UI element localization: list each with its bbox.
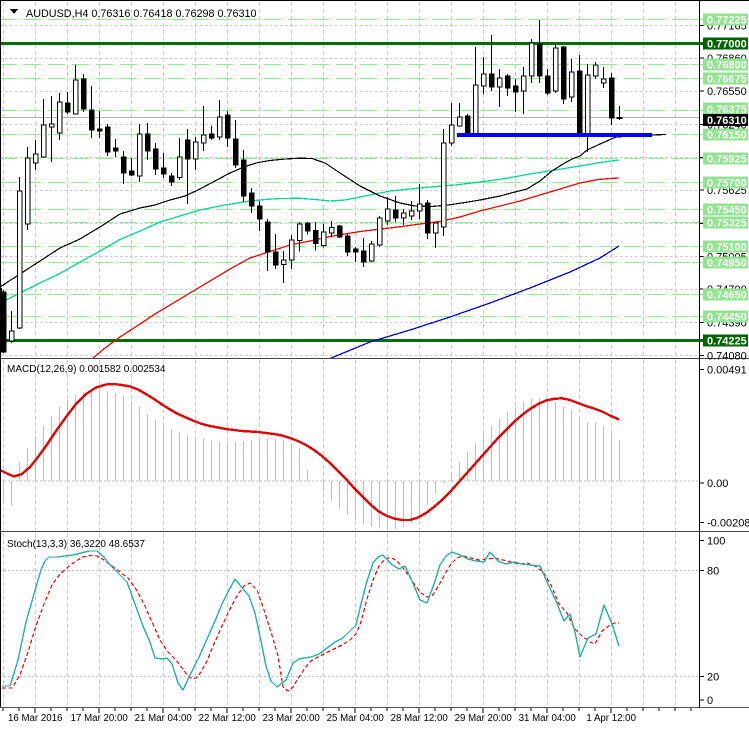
svg-text:0.74650: 0.74650 bbox=[707, 290, 747, 302]
svg-text:23 Mar 20:00: 23 Mar 20:00 bbox=[263, 713, 321, 724]
svg-text:0.75700: 0.75700 bbox=[707, 178, 747, 190]
svg-text:0.76800: 0.76800 bbox=[707, 60, 747, 72]
svg-text:0.76310: 0.76310 bbox=[707, 115, 747, 127]
svg-text:0.00: 0.00 bbox=[707, 478, 728, 490]
svg-text:21 Mar 04:00: 21 Mar 04:00 bbox=[135, 713, 193, 724]
svg-text:0.76375: 0.76375 bbox=[707, 104, 747, 116]
svg-text:29 Mar 20:00: 29 Mar 20:00 bbox=[455, 713, 513, 724]
svg-text:25 Mar 04:00: 25 Mar 04:00 bbox=[327, 713, 385, 724]
svg-text:AUDUSD,H4 0.76316 0.76418 0.7: AUDUSD,H4 0.76316 0.76418 0.76298 0.7631… bbox=[26, 8, 257, 20]
svg-text:0.75450: 0.75450 bbox=[707, 205, 747, 217]
svg-text:0.75325: 0.75325 bbox=[707, 218, 747, 230]
svg-text:0.74450: 0.74450 bbox=[707, 312, 747, 324]
svg-text:Stoch(13,3,3) 36,3220 48.6537: Stoch(13,3,3) 36,3220 48.6537 bbox=[7, 539, 145, 550]
svg-text:0.77225: 0.77225 bbox=[707, 15, 747, 27]
svg-text:0.76150: 0.76150 bbox=[707, 130, 747, 142]
svg-text:0.76675: 0.76675 bbox=[707, 74, 747, 86]
svg-text:0.74225: 0.74225 bbox=[707, 336, 747, 348]
svg-text:MACD(12,26,9) 0.001582 0.00253: MACD(12,26,9) 0.001582 0.002534 bbox=[7, 364, 166, 375]
svg-text:100: 100 bbox=[707, 536, 725, 548]
svg-text:1 Apr 12:00: 1 Apr 12:00 bbox=[586, 713, 636, 724]
svg-text:0: 0 bbox=[707, 695, 713, 707]
svg-text:17 Mar 20:00: 17 Mar 20:00 bbox=[71, 713, 129, 724]
svg-text:0.74080: 0.74080 bbox=[707, 351, 747, 363]
svg-text:0.77000: 0.77000 bbox=[707, 39, 747, 51]
svg-text:0.75925: 0.75925 bbox=[707, 154, 747, 166]
svg-text:28 Mar 12:00: 28 Mar 12:00 bbox=[391, 713, 449, 724]
svg-text:0.74950: 0.74950 bbox=[707, 258, 747, 270]
svg-text:-0.002083: -0.002083 bbox=[707, 517, 749, 529]
svg-text:20: 20 bbox=[707, 671, 719, 683]
svg-text:0.75100: 0.75100 bbox=[707, 242, 747, 254]
svg-text:22 Mar 12:00: 22 Mar 12:00 bbox=[199, 713, 257, 724]
svg-text:31 Mar 04:00: 31 Mar 04:00 bbox=[519, 713, 577, 724]
svg-text:0.76550: 0.76550 bbox=[707, 86, 747, 98]
svg-text:80: 80 bbox=[707, 566, 719, 578]
svg-text:16 Mar 2016: 16 Mar 2016 bbox=[8, 713, 62, 724]
svg-text:0.00491: 0.00491 bbox=[707, 365, 747, 377]
